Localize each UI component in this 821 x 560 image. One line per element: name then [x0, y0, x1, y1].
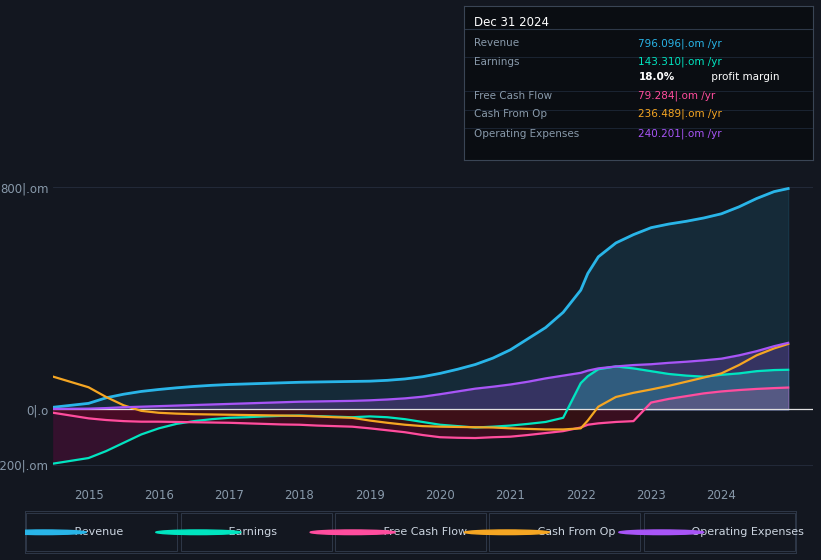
- Text: profit margin: profit margin: [708, 72, 780, 82]
- Circle shape: [156, 530, 241, 535]
- Text: Earnings: Earnings: [225, 528, 277, 537]
- Text: Free Cash Flow: Free Cash Flow: [379, 528, 467, 537]
- Text: 796.096|.om /yr: 796.096|.om /yr: [639, 38, 722, 49]
- Text: Cash From Op: Cash From Op: [475, 109, 548, 119]
- Circle shape: [619, 530, 704, 535]
- Text: Cash From Op: Cash From Op: [534, 528, 616, 537]
- Text: 18.0%: 18.0%: [639, 72, 675, 82]
- Circle shape: [2, 530, 86, 535]
- Text: Free Cash Flow: Free Cash Flow: [475, 91, 553, 101]
- Text: Revenue: Revenue: [71, 528, 123, 537]
- Text: 236.489|.om /yr: 236.489|.om /yr: [639, 109, 722, 119]
- Text: Operating Expenses: Operating Expenses: [688, 528, 805, 537]
- Circle shape: [465, 530, 549, 535]
- Text: Operating Expenses: Operating Expenses: [475, 129, 580, 139]
- Text: 143.310|.om /yr: 143.310|.om /yr: [639, 57, 722, 67]
- Text: 240.201|.om /yr: 240.201|.om /yr: [639, 129, 722, 139]
- Text: Revenue: Revenue: [475, 38, 520, 48]
- Text: Earnings: Earnings: [475, 57, 520, 67]
- Text: Dec 31 2024: Dec 31 2024: [475, 16, 549, 29]
- Circle shape: [310, 530, 395, 535]
- Text: 79.284|.om /yr: 79.284|.om /yr: [639, 91, 716, 101]
